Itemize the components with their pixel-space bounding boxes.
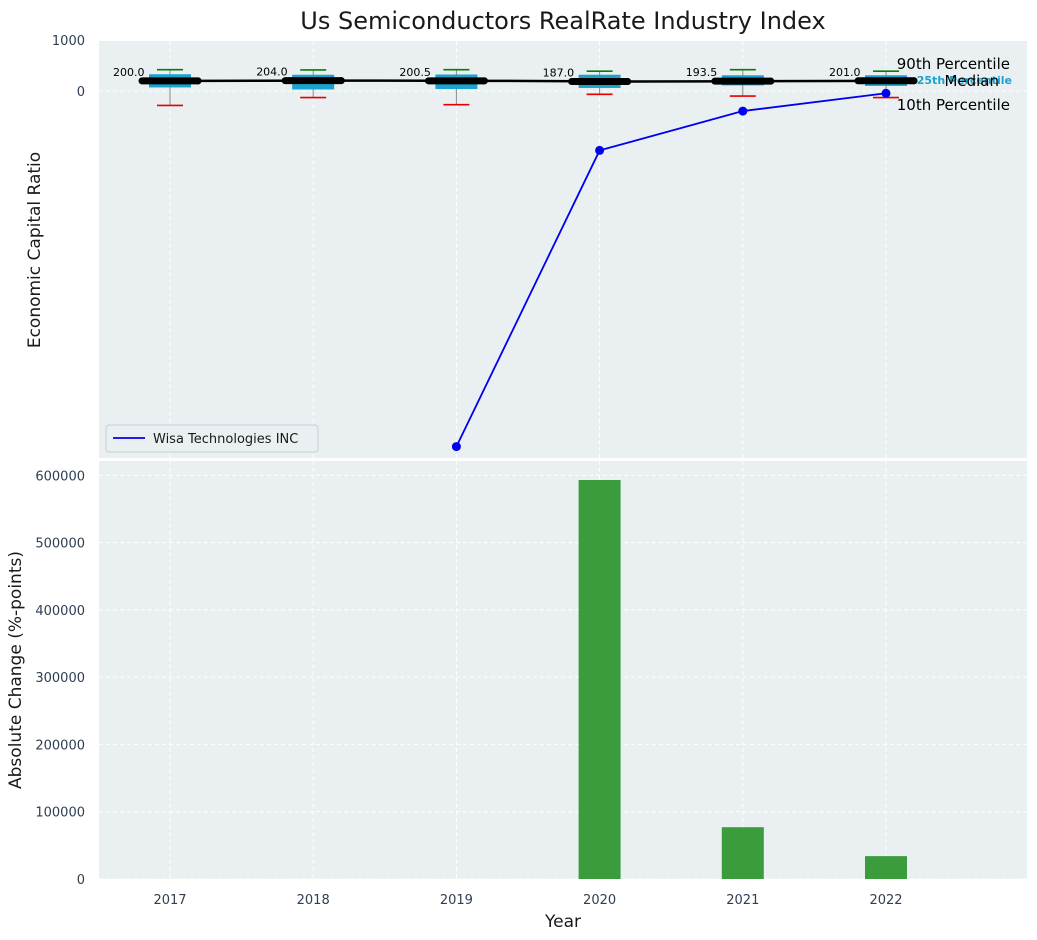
industry-boxes: 200.0 204.0 200.5 187.0 193.5 201.0 <box>113 66 918 107</box>
median-value-label: 200.0 <box>113 66 145 79</box>
bottom-y-tick-label: 300000 <box>35 671 85 686</box>
median-value-label: 200.5 <box>399 66 431 79</box>
annotation-p10: 10th Percentile <box>897 96 1010 114</box>
bottom-y-tick-label: 200000 <box>35 738 85 753</box>
bottom-y-tick-label: 400000 <box>35 604 85 619</box>
median-point <box>480 77 488 85</box>
annotation-p25: 25th Percentile <box>917 74 1012 87</box>
bottom-y-tick-label: 600000 <box>35 469 85 484</box>
x-tick-label: 2017 <box>153 893 186 908</box>
x-tick-label: 2019 <box>440 893 473 908</box>
median-point <box>767 77 775 85</box>
company-series-point <box>595 145 605 155</box>
change-bar <box>578 480 621 879</box>
company-series <box>451 88 891 452</box>
top-y-tick-label: 1000 <box>52 34 85 49</box>
percentile-annotations: 90th Percentile 25th Percentile Median 1… <box>897 55 1012 114</box>
chart-legend: Wisa Technologies INC <box>105 424 319 453</box>
x-tick-label: 2018 <box>297 893 330 908</box>
top-y-axis-label: Economic Capital Ratio <box>25 152 45 348</box>
change-bars <box>578 480 907 879</box>
company-series-line <box>455 92 887 447</box>
bottom-y-tick-label: 0 <box>77 873 85 888</box>
median-value-label: 201.0 <box>829 66 861 79</box>
x-tick-label: 2020 <box>583 893 616 908</box>
median-point <box>624 78 632 86</box>
bottom-y-tick-label: 500000 <box>35 537 85 552</box>
median-point <box>910 77 918 85</box>
bottom-y-axis-label: Absolute Change (%-points) <box>6 551 26 789</box>
company-series-point <box>738 106 748 116</box>
median-point <box>194 77 202 85</box>
median-point <box>337 77 345 85</box>
top-plot-area <box>99 41 1027 458</box>
change-bar <box>721 827 764 879</box>
chart-title: Us Semiconductors RealRate Industry Inde… <box>300 7 825 35</box>
bottom-y-ticks: 0 100000 200000 300000 400000 500000 600000 <box>35 469 85 888</box>
change-bar <box>865 856 907 879</box>
x-tick-label: 2022 <box>869 893 902 908</box>
annotation-median: Median <box>944 72 999 90</box>
x-axis-label: Year <box>544 912 581 932</box>
top-gridlines <box>99 39 1027 461</box>
company-series-point <box>451 442 461 452</box>
x-ticks: 2017 2018 2019 2020 2021 2022 <box>153 893 902 908</box>
bottom-gridlines <box>99 461 1027 880</box>
median-value-label: 204.0 <box>256 66 288 79</box>
legend-box <box>105 424 319 453</box>
median-trend-line <box>142 79 915 83</box>
legend-label: Wisa Technologies INC <box>153 432 298 447</box>
company-series-point <box>881 88 891 98</box>
x-tick-label: 2021 <box>726 893 759 908</box>
median-value-label: 187.0 <box>543 67 575 80</box>
bottom-plot-area <box>99 461 1027 879</box>
annotation-p90: 90th Percentile <box>897 55 1010 73</box>
top-y-ticks: 0 1000 <box>52 34 85 100</box>
top-y-tick-label: 0 <box>77 85 85 100</box>
median-value-label: 193.5 <box>686 66 718 79</box>
bottom-y-tick-label: 100000 <box>35 806 85 821</box>
